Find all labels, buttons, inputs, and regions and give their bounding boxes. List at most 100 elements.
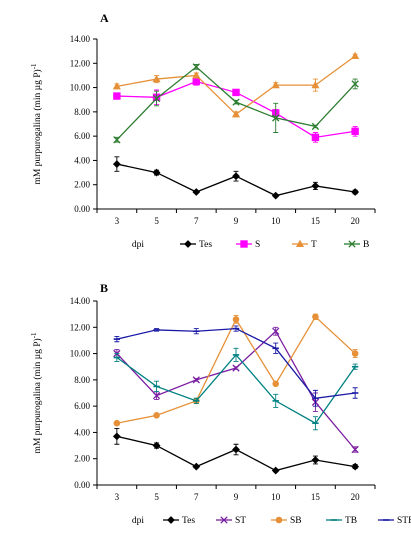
data-point-st <box>351 445 359 454</box>
data-point-st <box>272 327 280 335</box>
legend-marker-b <box>348 240 356 248</box>
data-point-t <box>231 110 241 118</box>
x-tick-label: 5 <box>154 216 159 226</box>
legend-label: B <box>363 240 369 250</box>
legend-label: ST <box>235 516 246 526</box>
legend-label: Tes <box>199 240 212 250</box>
data-point-st <box>152 391 161 400</box>
legend-marker-t <box>295 239 305 248</box>
data-point-b <box>192 63 200 71</box>
legend-label: S <box>255 240 260 250</box>
data-point-st <box>232 364 240 372</box>
x-tick-label: 9 <box>234 492 239 502</box>
x-tick-label: 7 <box>194 492 199 502</box>
legend-marker-sb <box>275 516 283 524</box>
y-tick-label: 0.00 <box>74 480 90 490</box>
series-t <box>112 51 360 118</box>
data-point-tes <box>112 160 121 168</box>
data-point-sb <box>113 419 121 427</box>
series-b <box>113 63 359 144</box>
x-tick-label: 20 <box>351 492 361 502</box>
data-point-tes <box>351 462 360 471</box>
data-point-st <box>192 376 200 384</box>
series-line-t <box>116 55 356 116</box>
y-axis-label-text: mM purpurogalina (min µg P) <box>32 338 43 453</box>
y-tick-label: 2.00 <box>74 180 90 190</box>
y-axis-label-text: mM purpurogalina (min µg P) <box>32 69 43 184</box>
chart-panel-b: B 0.00 2.00 4.00 6.00 8.00 10.00 12.00 14.00 3 5 7 9… <box>30 281 411 526</box>
y-tick-label: 6.00 <box>74 401 90 411</box>
x-axis-label: dpi <box>132 516 145 526</box>
legend-label: T <box>311 240 317 250</box>
legend: Tes ST SB TB STB <box>163 516 411 526</box>
series-s <box>113 77 359 143</box>
x-tick-label: 15 <box>311 492 321 502</box>
data-point-b <box>113 136 121 144</box>
data-point-b <box>272 114 280 122</box>
data-point-b <box>152 94 161 103</box>
data-point-s <box>311 133 320 142</box>
data-point-b <box>232 98 240 106</box>
data-point-tes <box>271 466 280 475</box>
y-axis-label-superscript: -1 <box>30 332 38 338</box>
data-point-s <box>113 92 121 100</box>
legend-marker-st <box>220 516 228 524</box>
data-point-s <box>351 127 359 135</box>
data-point-tes <box>311 456 320 464</box>
series-st <box>113 326 359 454</box>
panel-label: B <box>100 281 108 295</box>
y-tick-label: 8.00 <box>74 107 90 117</box>
x-tick-label: 9 <box>234 216 239 226</box>
data-point-s <box>192 77 200 86</box>
series-sb <box>113 313 359 427</box>
legend-label: Tes <box>182 516 195 526</box>
data-point-t <box>152 74 161 83</box>
series-tes <box>112 428 360 475</box>
y-tick-label: 10.00 <box>70 349 91 359</box>
x-axis-label: dpi <box>132 240 145 250</box>
legend-marker-s <box>240 240 248 248</box>
data-point-tes <box>271 191 280 200</box>
data-point-sb <box>232 316 240 323</box>
data-point-tes <box>311 182 320 190</box>
series-tes <box>112 156 360 200</box>
legend-label: STB <box>397 516 411 526</box>
y-tick-label: 4.00 <box>74 427 90 437</box>
x-tick-label: 7 <box>194 216 199 226</box>
series-line-stb <box>116 327 356 399</box>
data-point-sb <box>272 380 280 388</box>
data-point-tes <box>192 188 201 196</box>
y-tick-label: 2.00 <box>74 454 90 464</box>
x-tick-label: 20 <box>351 216 361 226</box>
legend-label: SB <box>290 516 302 526</box>
y-tick-label: 4.00 <box>74 155 90 165</box>
data-point-t <box>351 51 360 60</box>
chart-panel-a: A 0.00 2.00 4.00 6.00 8.00 10.00 12.00 14.00 3 5 7 9… <box>30 11 376 250</box>
series-tb <box>113 347 359 431</box>
data-point-tes <box>152 168 161 177</box>
data-point-tes <box>152 441 161 450</box>
y-tick-label: 8.00 <box>74 375 90 385</box>
data-point-sb <box>312 313 319 321</box>
data-point-t <box>311 80 320 89</box>
y-tick-label: 10.00 <box>70 83 91 93</box>
data-point-b <box>311 122 320 131</box>
data-point-t <box>192 71 201 79</box>
data-point-sb <box>351 350 359 357</box>
y-tick-label: 12.00 <box>70 322 91 332</box>
y-axis-label: mM purpurogalina (min µg P)-1 <box>30 332 43 454</box>
y-axis-label-superscript: -1 <box>30 63 38 69</box>
data-point-tes <box>232 172 240 181</box>
y-tick-label: 14.00 <box>70 296 91 306</box>
data-point-b <box>351 80 359 88</box>
legend-marker-tes <box>167 516 175 524</box>
legend-label: TB <box>345 516 357 526</box>
series-stb <box>113 325 359 407</box>
panel-label: A <box>100 11 109 25</box>
y-tick-label: 0.00 <box>74 204 90 214</box>
y-axis-label: mM purpurogalina (min µg P)-1 <box>30 63 43 185</box>
x-tick-label: 5 <box>154 492 159 502</box>
x-tick-label: 10 <box>271 492 281 502</box>
x-tick-label: 15 <box>311 216 321 226</box>
